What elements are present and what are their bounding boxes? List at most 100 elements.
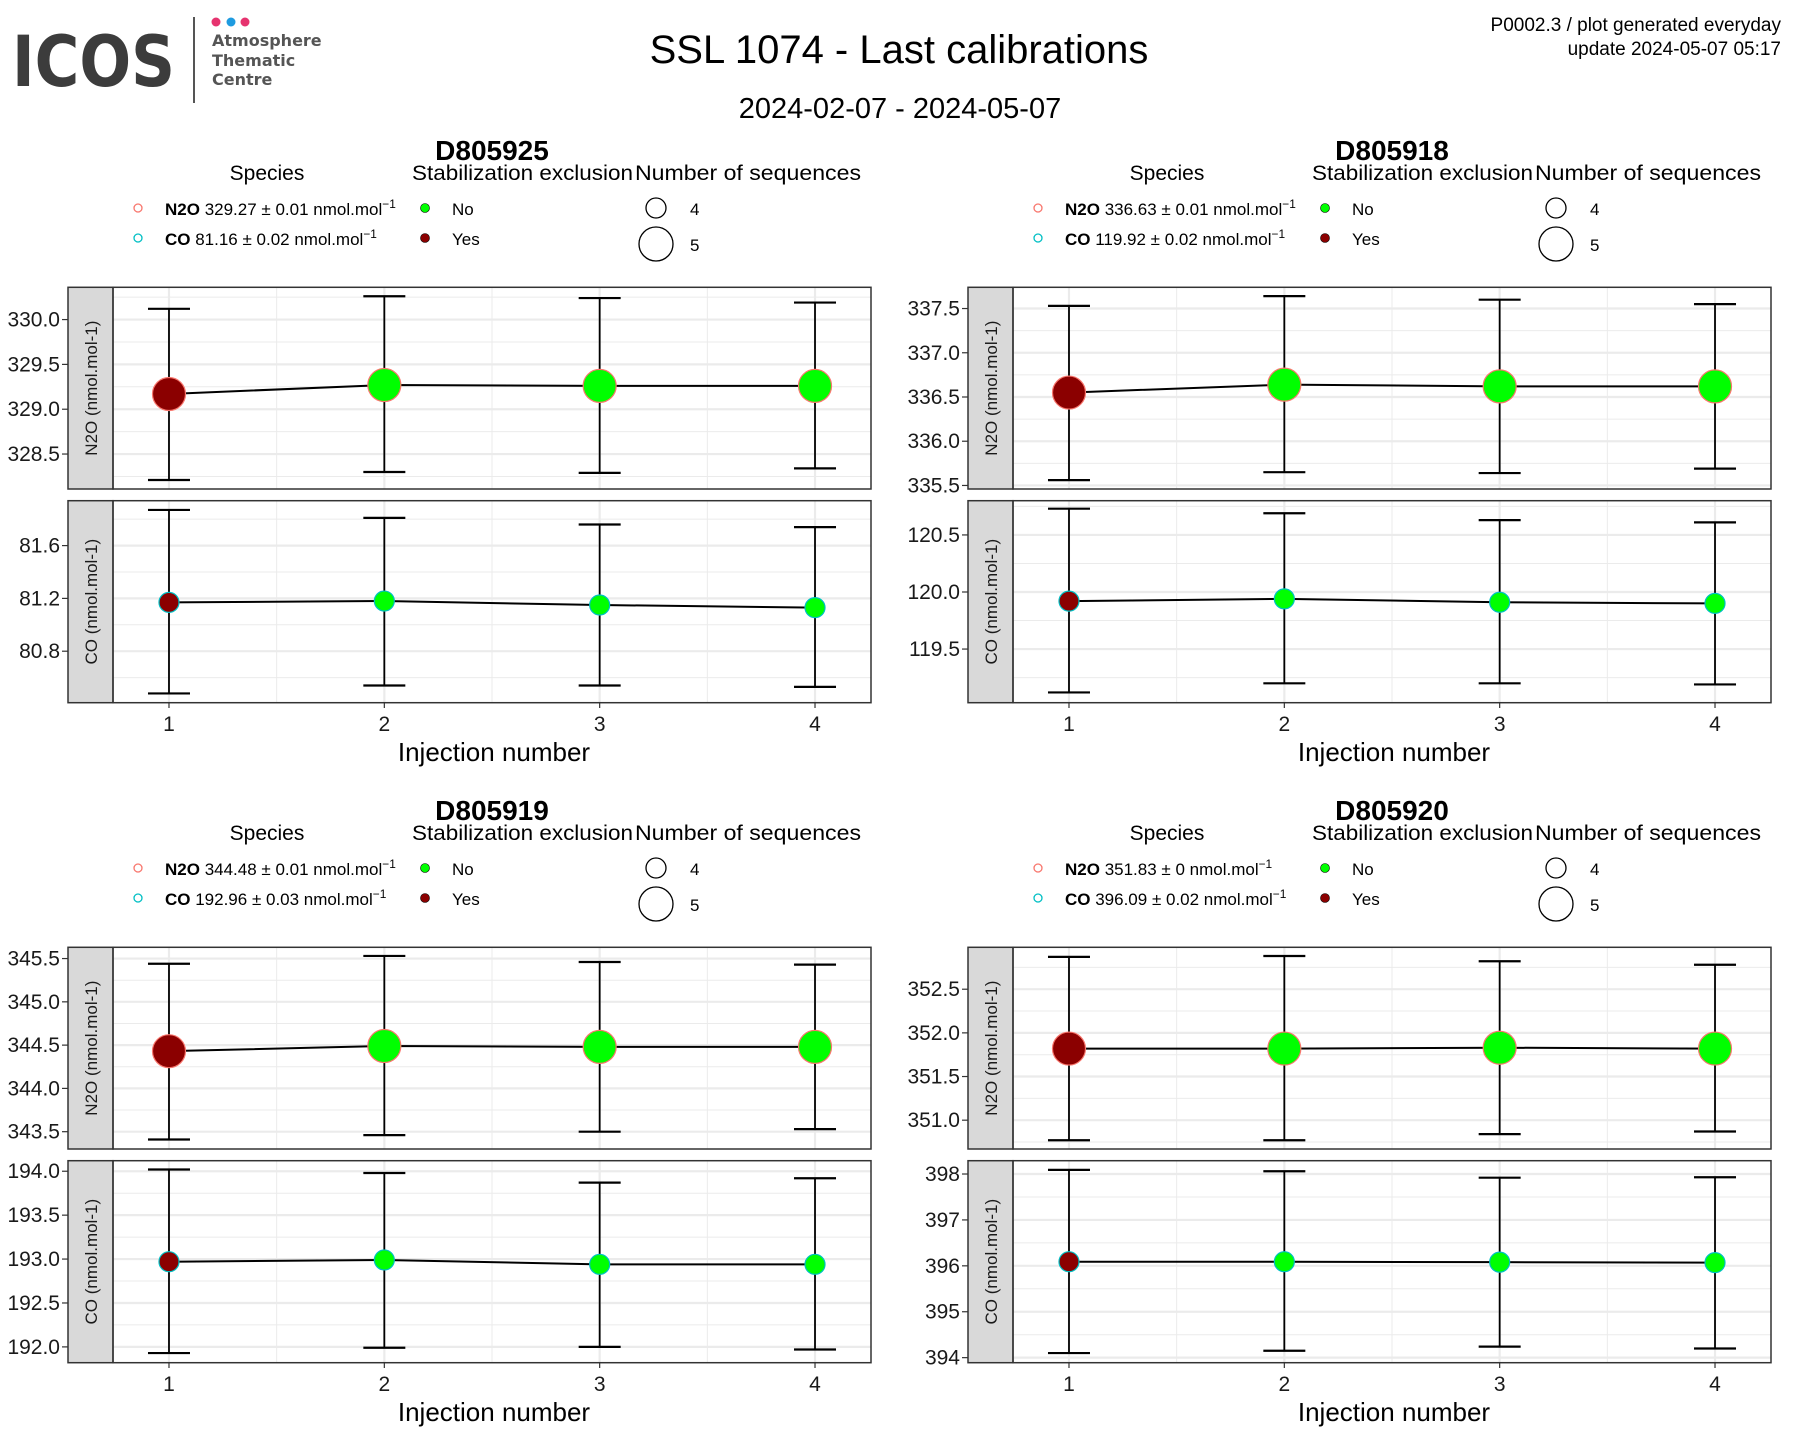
- sequences-legend-label: 5: [690, 896, 699, 915]
- species-formula: CO: [165, 230, 191, 249]
- data-point: [151, 376, 187, 412]
- y-tick-label: 194.0: [7, 1160, 60, 1183]
- cylinder-panel-D805925: D805925 Species Stabilization exclusion Num…: [7, 135, 872, 767]
- data-point: [582, 368, 617, 404]
- species-key-icon: [1033, 863, 1043, 873]
- facet-N2O: 328.5 329.0 329.5 330.0 N2O (nmol.mol-1): [7, 286, 872, 490]
- y-tick-label: 337.0: [907, 342, 960, 365]
- stabilization-key-icon: [1320, 863, 1330, 873]
- species-formula: CO: [1065, 230, 1091, 249]
- stabilization-legend-label: Yes: [1352, 890, 1380, 909]
- legend-title-stabilization: Stabilization exclusion: [412, 162, 633, 185]
- data-point: [797, 368, 833, 404]
- facet-strip-label: CO (nmol.mol-1): [82, 1199, 101, 1325]
- x-tick-label: 2: [378, 1373, 390, 1396]
- series-line: [1068, 1046, 1716, 1050]
- x-tick-label: 1: [1063, 713, 1075, 736]
- data-point: [1704, 1252, 1726, 1274]
- x-tick-label: 3: [1494, 1373, 1506, 1396]
- stabilization-key-icon: [420, 863, 430, 873]
- icos-logo: ICOS Atmosphere Thematic Centre: [12, 17, 322, 103]
- species-key-icon: [133, 233, 143, 243]
- logo-dot: [240, 17, 250, 27]
- facet-strip: [967, 1159, 1014, 1364]
- data-point: [797, 1029, 833, 1064]
- species-key-icon: [1033, 233, 1043, 243]
- y-tick-label: 337.5: [907, 298, 960, 321]
- panel-title: D805918: [1335, 135, 1449, 166]
- stabilization-key-icon: [420, 233, 430, 243]
- data-point: [589, 1253, 611, 1275]
- series-line: [1068, 1260, 1716, 1264]
- species-key-icon: [1033, 203, 1043, 213]
- legend-title-species: Species: [230, 162, 305, 185]
- sequences-key-icon: [638, 886, 674, 922]
- legend-title-stabilization: Stabilization exclusion: [1312, 822, 1533, 845]
- y-tick-label: 345.5: [7, 948, 60, 971]
- panel-border: [1012, 499, 1772, 704]
- y-tick-label: 120.5: [907, 524, 960, 547]
- stabilization-key-icon: [1320, 233, 1330, 243]
- stabilization-legend-label: No: [452, 860, 474, 879]
- stabilization-key-icon: [1320, 893, 1330, 903]
- data-point: [373, 590, 395, 612]
- legend-title-stabilization: Stabilization exclusion: [412, 822, 633, 845]
- species-formula: N2O: [165, 200, 200, 219]
- species-legend-label: N2O 351.83 ± 0 nmol.mol−1: [1065, 857, 1273, 879]
- facet-strip: [967, 946, 1014, 1150]
- facet-strip-label: N2O (nmol.mol-1): [82, 321, 101, 456]
- y-tick-label: 352.0: [907, 1022, 960, 1045]
- species-legend-label: CO 119.92 ± 0.02 nmol.mol−1: [1065, 227, 1285, 249]
- sequences-legend-label: 4: [690, 200, 699, 219]
- panel-border: [112, 946, 872, 1150]
- facet-strip: [67, 499, 114, 704]
- facet-strip-label: CO (nmol.mol-1): [982, 539, 1001, 665]
- species-legend-label: N2O 329.27 ± 0.01 nmol.mol−1: [165, 197, 396, 219]
- stabilization-legend-label: No: [452, 200, 474, 219]
- x-tick-label: 4: [1709, 713, 1721, 736]
- x-axis-label: Injection number: [398, 737, 591, 767]
- data-point: [1482, 1030, 1517, 1065]
- stabilization-legend-label: No: [1352, 200, 1374, 219]
- facet-N2O: 343.5 344.0 344.5 345.0 345.5 N2O (nmol.mol-1…: [7, 946, 872, 1150]
- x-axis-label: Injection number: [1298, 737, 1491, 767]
- series-line: [1068, 597, 1716, 605]
- series-line: [168, 1044, 816, 1053]
- y-tick-label: 395: [925, 1301, 960, 1324]
- facet-strip: [967, 499, 1014, 704]
- sequences-legend-label: 5: [690, 236, 699, 255]
- y-tick-label: 352.5: [907, 978, 960, 1001]
- sequences-key-icon: [1545, 197, 1567, 219]
- data-point: [158, 1251, 180, 1273]
- facet-strip-label: N2O (nmol.mol-1): [982, 321, 1001, 456]
- legend-title-stabilization: Stabilization exclusion: [1312, 162, 1533, 185]
- update-timestamp: update 2024-05-07 05:17: [1568, 39, 1781, 60]
- y-tick-label: 192.5: [7, 1292, 60, 1315]
- y-tick-label: 336.5: [907, 386, 960, 409]
- x-tick-label: 4: [809, 713, 821, 736]
- sequences-legend-label: 5: [1590, 236, 1599, 255]
- y-tick-label: 343.5: [7, 1121, 60, 1144]
- species-legend-label: N2O 336.63 ± 0.01 nmol.mol−1: [1065, 197, 1296, 219]
- data-point: [1273, 1251, 1295, 1273]
- y-tick-label: 120.0: [907, 581, 960, 604]
- sequences-key-icon: [1538, 886, 1574, 922]
- x-tick-label: 3: [594, 1373, 606, 1396]
- x-tick-label: 2: [378, 713, 390, 736]
- data-point: [1267, 1031, 1302, 1066]
- data-point: [1051, 375, 1087, 410]
- stabilization-key-icon: [420, 203, 430, 213]
- data-point: [1489, 1251, 1511, 1273]
- y-tick-label: 119.5: [909, 638, 960, 661]
- sequences-legend-label: 5: [1590, 896, 1599, 915]
- species-legend-label: CO 81.16 ± 0.02 nmol.mol−1: [165, 227, 377, 249]
- y-tick-label: 330.0: [7, 309, 60, 332]
- data-point: [1482, 369, 1517, 404]
- panel-border: [112, 286, 872, 490]
- stabilization-legend-label: Yes: [452, 890, 480, 909]
- legend-title-sequences: Number of sequences: [635, 162, 861, 185]
- species-key-icon: [1033, 893, 1043, 903]
- series-line: [168, 1258, 816, 1266]
- species-formula: N2O: [165, 860, 200, 879]
- data-point: [1273, 588, 1295, 610]
